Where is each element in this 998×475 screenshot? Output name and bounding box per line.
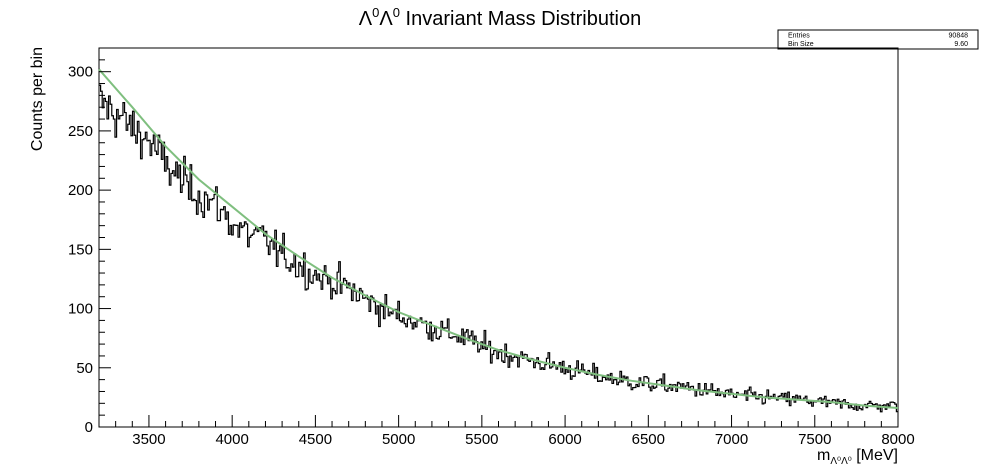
x-axis-ticks: 3500 4000 4500 5000 5500 6000 6500 7000 7500 8000: [115, 415, 915, 448]
title-rest: Invariant Mass Distribution: [400, 8, 641, 30]
y-tick-label: 300: [68, 64, 93, 81]
title-lambda-1: Λ: [359, 8, 373, 30]
y-tick-label: 50: [76, 360, 93, 377]
y-axis-label: Counts per bin: [29, 47, 46, 151]
x-tick-label: 6500: [632, 431, 665, 448]
y-tick-label: 0: [85, 419, 93, 436]
x-label-subscript: Λ⁰Λ⁰: [830, 456, 851, 467]
stats-entries-value: 90848: [949, 33, 969, 40]
fit-curve: [98, 68, 899, 410]
y-tick-label: 200: [68, 182, 93, 199]
stats-entries-label: Entries: [788, 33, 810, 40]
x-tick-label: 7000: [715, 431, 748, 448]
x-tick-label: 6000: [548, 431, 581, 448]
histogram-series: [99, 84, 898, 413]
x-label-unit: [MeV]: [852, 447, 898, 464]
x-tick-label: 4500: [299, 431, 332, 448]
x-tick-label: 8000: [881, 431, 914, 448]
y-tick-label: 150: [68, 241, 93, 258]
x-tick-label: 3500: [132, 431, 165, 448]
x-tick-label: 5000: [382, 431, 415, 448]
stats-binsize-value: 9.60: [954, 41, 968, 48]
x-tick-label: 7500: [798, 431, 831, 448]
y-tick-label: 250: [68, 123, 93, 140]
x-label-m: m: [817, 447, 830, 464]
x-tick-label: 4000: [215, 431, 248, 448]
x-axis-label: mΛ⁰Λ⁰ [MeV]: [817, 447, 898, 467]
title-sup-1: 0: [372, 5, 379, 20]
stats-binsize-label: Bin Size: [788, 41, 814, 48]
stats-box: Entries 90848 Bin Size 9.60: [777, 29, 979, 50]
title-sup-2: 0: [393, 5, 400, 20]
chart-title: Λ0Λ0 Invariant Mass Distribution: [359, 5, 641, 30]
stats-box-frame: [777, 29, 979, 50]
plot-frame: [98, 47, 899, 428]
x-tick-label: 5500: [465, 431, 498, 448]
title-lambda-2: Λ: [379, 8, 393, 30]
y-axis-ticks: 0 50 100 150 200 250 300: [68, 47, 111, 436]
y-tick-label: 100: [68, 301, 93, 318]
